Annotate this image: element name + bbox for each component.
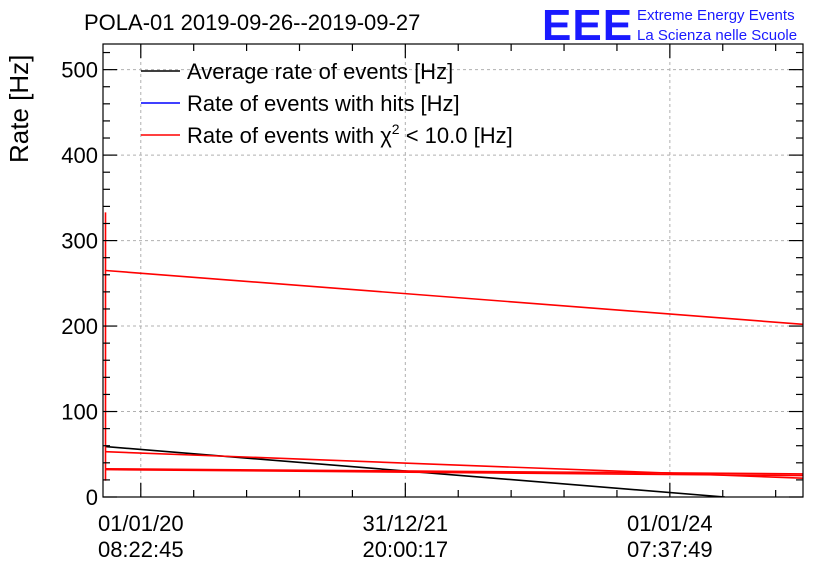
y-tick-label: 500	[61, 58, 98, 83]
logo-letters: EEE	[542, 1, 633, 50]
x-tick-label-date: 01/01/20	[98, 511, 184, 536]
legend-label-average: Average rate of events [Hz]	[187, 59, 453, 84]
series-2-line-3	[105, 468, 803, 475]
chart-title: POLA-01 2019-09-26--2019-09-27	[84, 10, 420, 35]
series-2-line-1	[105, 269, 803, 326]
legend-label-chi2: Rate of events with χ2 < 10.0 [Hz]	[187, 121, 513, 148]
y-tick-label: 200	[61, 314, 98, 339]
y-tick-label: 0	[86, 485, 98, 510]
plot-frame	[102, 43, 804, 498]
x-tick-label-time: 08:22:45	[98, 537, 184, 562]
legend-label-hits: Rate of events with hits [Hz]	[187, 91, 460, 116]
logo-line-2: La Scienza nelle Scuole	[637, 27, 797, 44]
series-layer	[104, 212, 803, 497]
y-tick-label: 400	[61, 143, 98, 168]
x-tick-label-time: 07:37:49	[627, 537, 713, 562]
legend: Average rate of events [Hz] Rate of even…	[141, 59, 513, 148]
x-tick-label-date: 01/01/24	[627, 511, 713, 536]
y-tick-label: 300	[61, 229, 98, 254]
series-2-line-4	[105, 468, 803, 477]
eee-logo: EEE Extreme Energy Events La Scienza nel…	[542, 1, 797, 50]
axes	[102, 43, 804, 498]
x-tick-label-date: 31/12/21	[362, 511, 448, 536]
grid	[103, 44, 803, 497]
y-axis-label: Rate [Hz]	[4, 55, 34, 163]
logo-line-1: Extreme Energy Events	[637, 7, 795, 24]
y-tick-label: 100	[61, 400, 98, 425]
x-tick-label-time: 20:00:17	[362, 537, 448, 562]
